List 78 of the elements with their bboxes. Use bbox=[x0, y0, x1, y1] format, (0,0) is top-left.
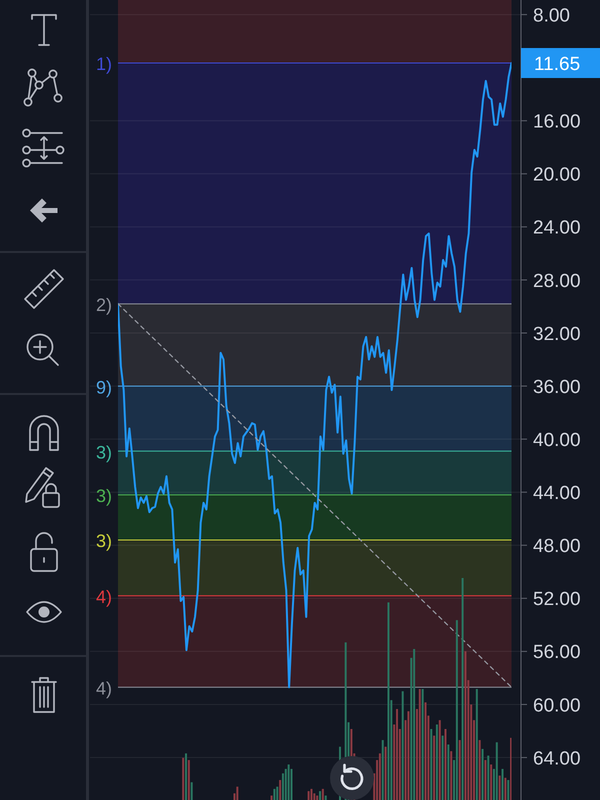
bar bbox=[402, 691, 404, 800]
bar bbox=[487, 756, 490, 800]
y-tick-label: 52.00 bbox=[533, 589, 581, 610]
bar bbox=[450, 751, 452, 800]
bar bbox=[270, 796, 273, 800]
bar bbox=[378, 753, 381, 800]
bar bbox=[310, 788, 312, 800]
bar bbox=[442, 736, 444, 800]
bar bbox=[319, 791, 322, 800]
bar bbox=[316, 796, 318, 800]
text: 4) bbox=[96, 586, 112, 607]
text: 4) bbox=[96, 678, 112, 698]
bar bbox=[482, 748, 484, 800]
bar bbox=[478, 740, 481, 800]
bar bbox=[464, 651, 466, 800]
bar bbox=[458, 740, 461, 800]
data-label: 11.65 bbox=[534, 54, 580, 75]
y-tick-label: 64.00 bbox=[533, 748, 581, 770]
text: 2) bbox=[96, 295, 112, 316]
text: 1) bbox=[96, 54, 112, 74]
bar bbox=[496, 742, 498, 800]
bar bbox=[324, 796, 327, 800]
bar bbox=[456, 620, 458, 800]
bar bbox=[185, 753, 188, 800]
bar bbox=[188, 760, 190, 800]
bar bbox=[322, 788, 324, 800]
text: 9) bbox=[96, 377, 112, 398]
bar bbox=[462, 578, 464, 800]
y-tick-label: 60.00 bbox=[533, 695, 581, 716]
bar bbox=[273, 788, 276, 800]
bar bbox=[384, 746, 387, 800]
bar bbox=[413, 649, 416, 800]
bar bbox=[236, 786, 238, 800]
y-tick-label: 32.00 bbox=[533, 324, 581, 345]
bar bbox=[438, 720, 441, 800]
y-tick-label: 48.00 bbox=[533, 536, 581, 558]
y-tick-label: 40.00 bbox=[533, 430, 581, 451]
bar bbox=[444, 728, 446, 800]
y-tick-label: 36.00 bbox=[533, 376, 581, 398]
bar bbox=[284, 768, 287, 800]
bar bbox=[276, 786, 278, 800]
y-tick-label: 24.00 bbox=[533, 218, 581, 239]
bar bbox=[382, 740, 384, 800]
y-tick-label: 28.00 bbox=[533, 270, 581, 292]
bar bbox=[498, 776, 501, 800]
bar bbox=[430, 728, 432, 800]
bar bbox=[288, 764, 290, 800]
bar bbox=[424, 702, 427, 800]
bar bbox=[418, 689, 421, 800]
bar bbox=[190, 782, 193, 800]
bar bbox=[279, 780, 282, 800]
bar bbox=[507, 780, 510, 800]
y-tick-label: 20.00 bbox=[533, 164, 581, 186]
y-tick-label: 16.00 bbox=[533, 112, 581, 133]
bar bbox=[290, 768, 293, 800]
bar bbox=[182, 758, 184, 800]
bar bbox=[282, 773, 284, 800]
y-tick-label: 8.00 bbox=[533, 5, 570, 26]
bar bbox=[484, 760, 486, 800]
bar bbox=[504, 778, 506, 800]
bar bbox=[433, 736, 436, 800]
y-tick-label: 56.00 bbox=[533, 642, 581, 664]
bar bbox=[502, 768, 504, 800]
bar bbox=[387, 602, 390, 800]
bar bbox=[407, 711, 410, 800]
y-tick-label: 44.00 bbox=[533, 483, 581, 504]
bar bbox=[447, 744, 450, 800]
bar bbox=[490, 764, 492, 800]
text: 3) bbox=[96, 531, 112, 552]
line-series bbox=[118, 62, 512, 688]
bar bbox=[308, 791, 310, 800]
bar bbox=[396, 708, 398, 800]
bar bbox=[313, 793, 316, 800]
text: 3) bbox=[96, 486, 112, 506]
bar bbox=[436, 724, 438, 800]
text: 3) bbox=[96, 442, 112, 462]
bar bbox=[476, 689, 478, 800]
bar bbox=[422, 689, 424, 800]
